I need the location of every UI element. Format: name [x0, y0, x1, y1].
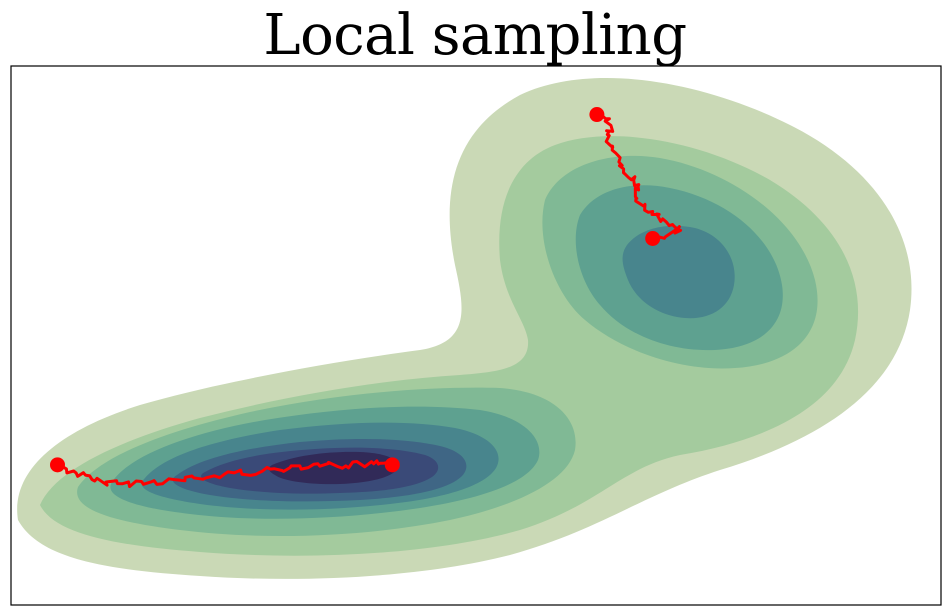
trajectory-2-end-point: [645, 230, 661, 246]
plot-frame: [10, 65, 942, 606]
contour-levels: [17, 78, 912, 579]
trajectory-line-1: [56, 459, 394, 489]
trajectory-1-end-point: [384, 457, 400, 473]
contour-level-8: [268, 451, 399, 485]
trajectory-layer: [50, 107, 683, 489]
trajectory-1-start-point: [50, 457, 65, 473]
contour-level-5b: [622, 225, 735, 319]
chart-title: Local sampling: [263, 3, 687, 68]
trajectory-line-2: [594, 113, 683, 243]
trajectory-2-start-point: [589, 107, 605, 123]
